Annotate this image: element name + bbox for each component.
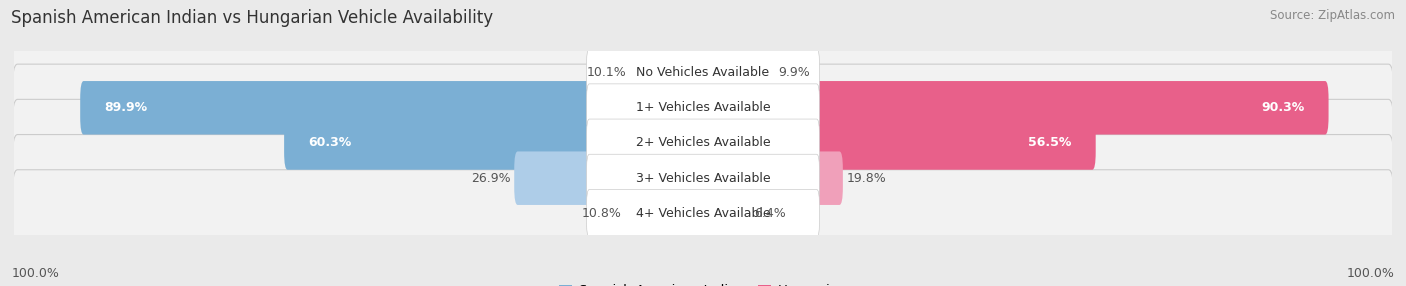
Text: 19.8%: 19.8% [846, 172, 886, 185]
FancyBboxPatch shape [515, 152, 706, 205]
FancyBboxPatch shape [586, 154, 820, 202]
FancyBboxPatch shape [700, 152, 842, 205]
FancyBboxPatch shape [80, 81, 706, 134]
FancyBboxPatch shape [626, 187, 706, 240]
Text: 2+ Vehicles Available: 2+ Vehicles Available [636, 136, 770, 150]
Text: 90.3%: 90.3% [1261, 101, 1305, 114]
Text: 4+ Vehicles Available: 4+ Vehicles Available [636, 207, 770, 220]
Text: Source: ZipAtlas.com: Source: ZipAtlas.com [1270, 9, 1395, 21]
FancyBboxPatch shape [700, 187, 751, 240]
Text: 10.1%: 10.1% [586, 66, 627, 79]
FancyBboxPatch shape [13, 170, 1393, 257]
Text: 100.0%: 100.0% [1347, 267, 1395, 280]
Text: 3+ Vehicles Available: 3+ Vehicles Available [636, 172, 770, 185]
FancyBboxPatch shape [13, 99, 1393, 187]
FancyBboxPatch shape [586, 49, 820, 97]
Text: 9.9%: 9.9% [778, 66, 810, 79]
FancyBboxPatch shape [630, 46, 706, 99]
FancyBboxPatch shape [586, 84, 820, 132]
FancyBboxPatch shape [700, 81, 1329, 134]
Text: 6.4%: 6.4% [754, 207, 786, 220]
FancyBboxPatch shape [700, 116, 1095, 170]
FancyBboxPatch shape [13, 29, 1393, 116]
Text: Spanish American Indian vs Hungarian Vehicle Availability: Spanish American Indian vs Hungarian Veh… [11, 9, 494, 27]
Text: 56.5%: 56.5% [1028, 136, 1071, 150]
FancyBboxPatch shape [13, 64, 1393, 152]
Text: No Vehicles Available: No Vehicles Available [637, 66, 769, 79]
FancyBboxPatch shape [700, 46, 775, 99]
Legend: Spanish American Indian, Hungarian: Spanish American Indian, Hungarian [560, 285, 846, 286]
Text: 10.8%: 10.8% [582, 207, 621, 220]
Text: 100.0%: 100.0% [11, 267, 59, 280]
Text: 1+ Vehicles Available: 1+ Vehicles Available [636, 101, 770, 114]
FancyBboxPatch shape [586, 189, 820, 237]
FancyBboxPatch shape [284, 116, 706, 170]
Text: 60.3%: 60.3% [308, 136, 352, 150]
FancyBboxPatch shape [13, 134, 1393, 222]
Text: 89.9%: 89.9% [104, 101, 148, 114]
FancyBboxPatch shape [586, 119, 820, 167]
Text: 26.9%: 26.9% [471, 172, 510, 185]
